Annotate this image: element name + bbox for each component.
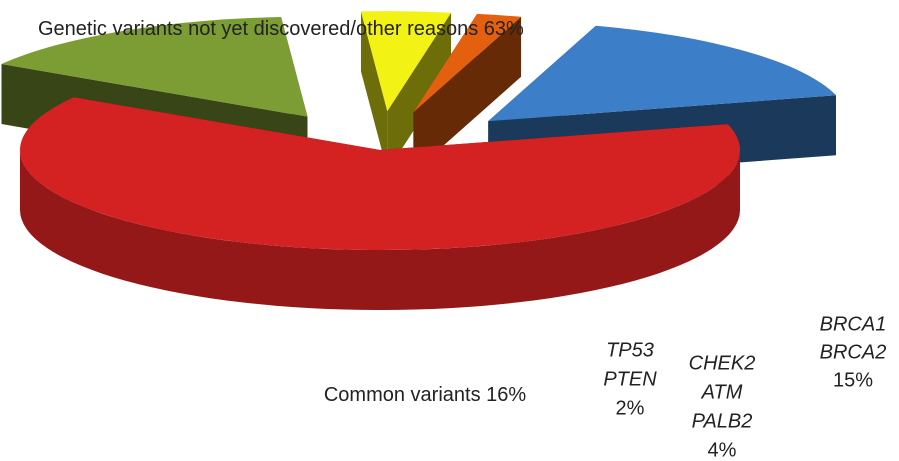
slice-top <box>360 11 452 112</box>
slice-value-label: 16% <box>486 384 526 406</box>
slice-label-name: ATM <box>701 381 743 403</box>
slice-value-label: 4% <box>708 439 737 461</box>
slice-top <box>488 25 836 122</box>
slice-wall <box>20 150 740 310</box>
slice-label-name: PTEN <box>603 368 657 390</box>
slice <box>413 13 522 173</box>
slice-label-name: BRCA2 <box>820 341 887 363</box>
slice-label-name: CHEK2 <box>689 352 756 374</box>
slice <box>19 97 741 310</box>
slice-top <box>1 17 308 117</box>
slice-side <box>360 11 388 172</box>
slice <box>360 11 452 172</box>
slice-label: Common variants 16% <box>324 384 527 406</box>
slice-value-label: 63% <box>484 18 524 40</box>
slice-label-name: TP53 <box>606 339 654 361</box>
slice-label: Genetic variants not yet discovered/othe… <box>38 18 524 40</box>
slice-side <box>387 12 452 172</box>
slice-label-name: Common variants <box>324 384 481 406</box>
slice-value-label: 15% <box>833 369 873 391</box>
slice-top <box>19 97 741 251</box>
slice-label-name: BRCA1 <box>820 313 887 335</box>
slice-side <box>413 16 522 173</box>
slice-top <box>413 13 522 113</box>
slice-label-name: Genetic variants not yet discovered/othe… <box>38 18 478 40</box>
slice-value-label: 2% <box>616 397 645 419</box>
slice-label-name: PALB2 <box>692 410 753 432</box>
